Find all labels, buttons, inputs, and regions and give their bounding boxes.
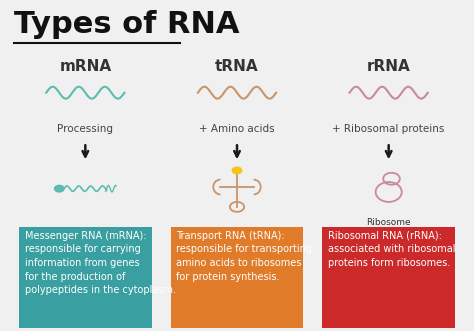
Text: + Ribosomal proteins: + Ribosomal proteins xyxy=(332,124,445,134)
FancyBboxPatch shape xyxy=(171,227,303,328)
Text: Transport RNA (tRNA):
responsible for transporting
amino acids to ribosomes
for : Transport RNA (tRNA): responsible for tr… xyxy=(176,231,312,281)
Text: mRNA: mRNA xyxy=(59,59,111,74)
Text: Ribosomal RNA (rRNA):
associated with ribosomal
proteins form ribosomes.: Ribosomal RNA (rRNA): associated with ri… xyxy=(328,231,456,268)
Text: tRNA: tRNA xyxy=(215,59,259,74)
FancyBboxPatch shape xyxy=(322,227,455,328)
Text: rRNA: rRNA xyxy=(367,59,410,74)
Text: + Amino acids: + Amino acids xyxy=(199,124,275,134)
Text: Types of RNA: Types of RNA xyxy=(14,10,240,39)
Text: Ribosome: Ribosome xyxy=(366,218,411,227)
Text: Processing: Processing xyxy=(57,124,113,134)
Circle shape xyxy=(55,185,64,192)
FancyBboxPatch shape xyxy=(19,227,152,328)
Circle shape xyxy=(232,167,242,174)
Text: Messenger RNA (mRNA):
responsible for carrying
information from genes
for the pr: Messenger RNA (mRNA): responsible for ca… xyxy=(25,231,176,295)
